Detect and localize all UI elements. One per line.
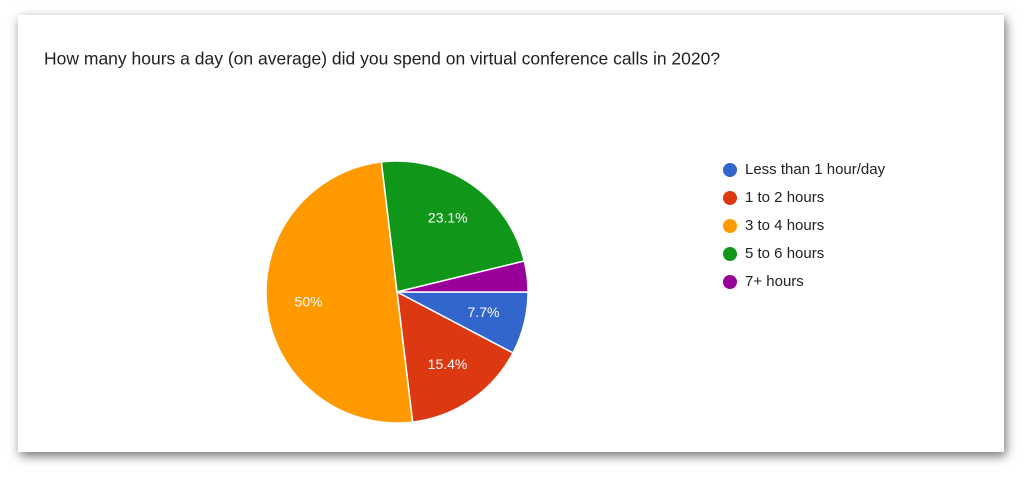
slice-label: 23.1%	[428, 210, 468, 226]
chart-title: How many hours a day (on average) did yo…	[44, 49, 720, 69]
legend-marker	[723, 219, 737, 233]
legend-marker	[723, 191, 737, 205]
slice-label: 7.7%	[468, 304, 500, 320]
legend-label: 3 to 4 hours	[745, 217, 824, 234]
legend-marker	[723, 275, 737, 289]
pie-slice	[396, 290, 514, 423]
legend-label: 5 to 6 hours	[745, 245, 824, 262]
slice-label: 15.4%	[428, 356, 468, 372]
legend-marker	[723, 163, 737, 177]
pie-slice	[396, 260, 529, 293]
legend-label: 1 to 2 hours	[745, 189, 824, 206]
pie-slice	[265, 161, 414, 424]
pie-slice	[380, 160, 526, 293]
legend-label: 7+ hours	[745, 273, 804, 290]
legend-label: Less than 1 hour/day	[745, 161, 886, 178]
slice-label: 50%	[295, 293, 323, 309]
legend-marker	[723, 247, 737, 261]
